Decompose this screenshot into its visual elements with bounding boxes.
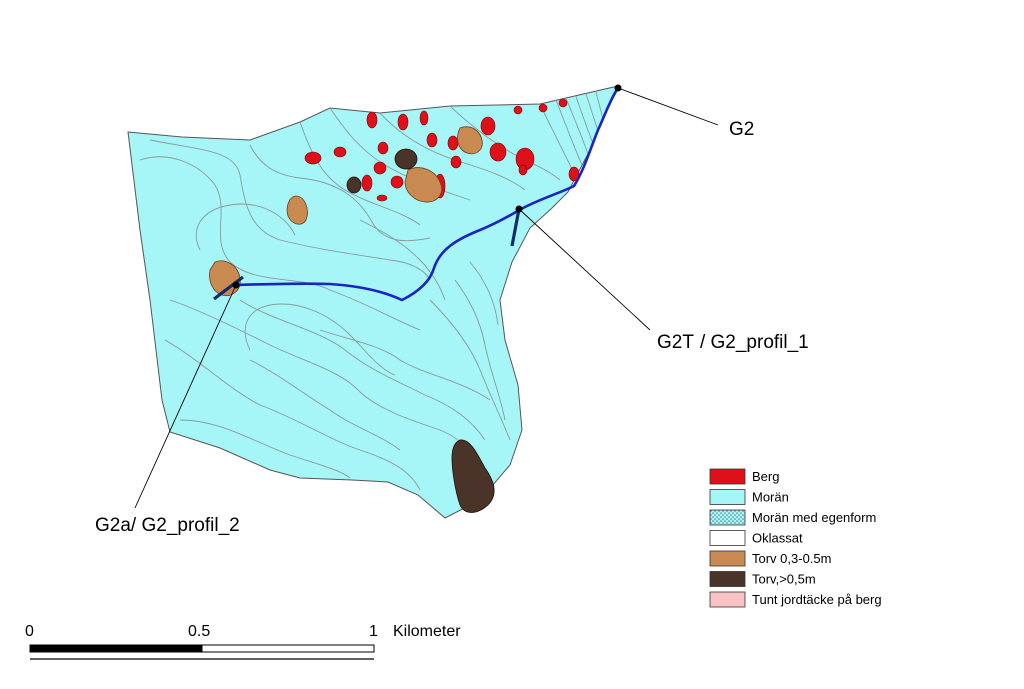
torv-thick-patches [346, 148, 495, 513]
g2t-id: G2T [657, 332, 694, 353]
legend-swatch-berg [709, 468, 746, 485]
g2a-id: G2a [95, 515, 131, 536]
catchment-polygon [127, 85, 619, 519]
legend: Berg Morän Morän med egenform Oklassat Torv … [709, 468, 882, 608]
scalebar-seg-1 [29, 644, 203, 653]
scalebar-unit: Kilometer [393, 623, 461, 640]
scalebar: 0 0.5 1 Kilometer [25, 623, 461, 660]
profile-line-2 [213, 275, 244, 301]
legend-swatch-moran-egenform [709, 509, 746, 526]
g2a-profile-label: / G2_profil_2 [131, 515, 240, 536]
legend-label-oklassat: Oklassat [752, 531, 803, 546]
stream-line [235, 87, 620, 302]
legend-label-berg: Berg [752, 469, 779, 484]
scalebar-seg-2 [201, 644, 375, 653]
legend-label-tunt-jordtacke: Tunt jordtäcke på berg [752, 592, 882, 607]
profile-line-1 [510, 208, 521, 247]
legend-label-torv-thin: Torv 0,3-0.5m [752, 551, 831, 566]
scalebar-tick-1: 1 [369, 623, 378, 640]
legend-label-torv-thick: Torv,>0,5m [752, 572, 816, 587]
legend-label-moran-egenform: Morän med egenform [752, 510, 876, 525]
legend-swatch-tunt-jordtacke [709, 591, 746, 608]
g2-label: G2 [729, 119, 754, 140]
g2a-label: G2a/ G2_profil_2 [95, 515, 240, 536]
g2t-label: G2T / G2_profil_1 [657, 332, 809, 353]
torv-thin-patches [209, 126, 483, 297]
scalebar-tick-0: 0 [25, 623, 34, 640]
g2t-profile-label: / G2_profil_1 [700, 332, 809, 353]
legend-swatch-torv-thick [709, 571, 746, 587]
scalebar-tick-half: 0.5 [188, 623, 210, 640]
leader-lines [134, 87, 719, 509]
legend-swatch-torv-thin [709, 550, 746, 567]
legend-swatch-oklassat [709, 530, 746, 546]
legend-swatch-moran [709, 489, 746, 505]
legend-label-moran: Morän [752, 490, 789, 505]
